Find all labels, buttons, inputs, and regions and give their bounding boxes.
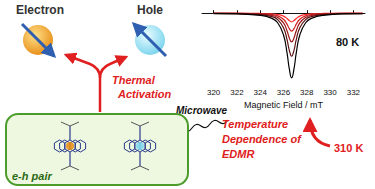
svg-text:322: 322 xyxy=(230,88,244,97)
svg-text:Activation: Activation xyxy=(117,88,171,100)
svg-text:Thermal: Thermal xyxy=(112,74,156,86)
svg-text:328: 328 xyxy=(300,88,314,97)
svg-text:Dependence of: Dependence of xyxy=(222,133,302,145)
svg-text:Hole: Hole xyxy=(137,3,163,17)
svg-text:Electron: Electron xyxy=(16,3,64,17)
svg-text:332: 332 xyxy=(347,88,361,97)
svg-text:Magnetic Field / mT: Magnetic Field / mT xyxy=(244,100,324,110)
svg-text:326: 326 xyxy=(277,88,291,97)
svg-text:80 K: 80 K xyxy=(336,36,359,48)
svg-text:Microwave: Microwave xyxy=(176,105,228,116)
svg-text:e-h pair: e-h pair xyxy=(12,170,52,182)
svg-text:324: 324 xyxy=(254,88,268,97)
svg-text:310 K: 310 K xyxy=(334,142,363,154)
svg-text:EDMR: EDMR xyxy=(222,148,254,160)
svg-text:320: 320 xyxy=(207,88,221,97)
svg-text:330: 330 xyxy=(323,88,337,97)
svg-text:Temperature: Temperature xyxy=(222,118,288,130)
